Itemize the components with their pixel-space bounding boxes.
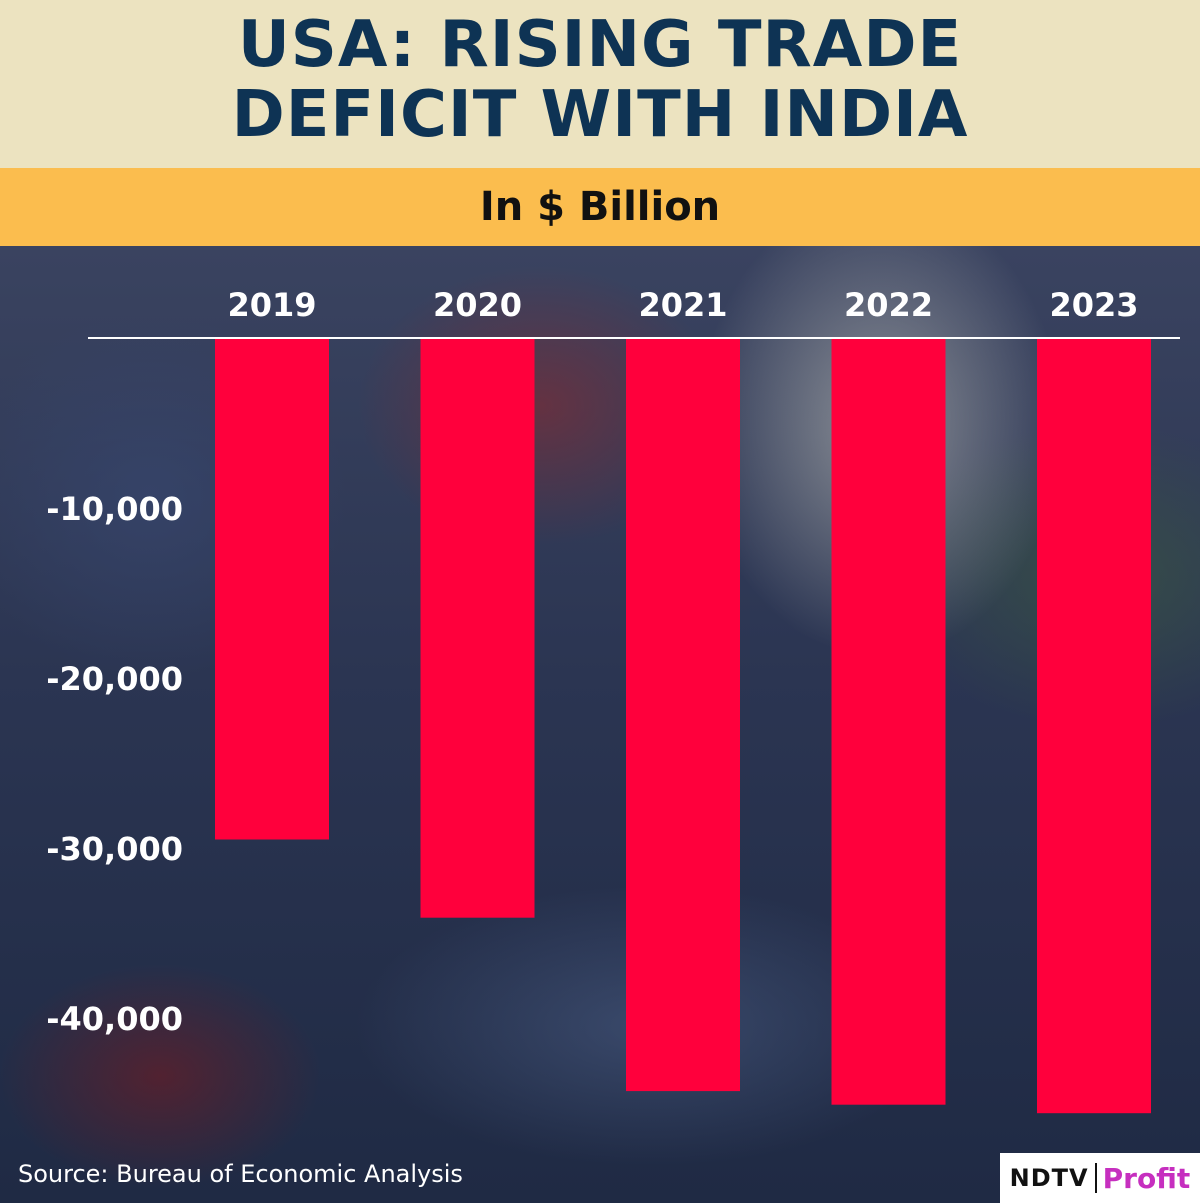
- bar-2023: [1037, 338, 1151, 1114]
- source-note: Source: Bureau of Economic Analysis: [18, 1160, 463, 1188]
- logo-product: Profit: [1102, 1161, 1191, 1195]
- logo-divider: [1094, 1163, 1097, 1193]
- logo-brand: NDTV: [1009, 1164, 1089, 1192]
- bar-2019: [215, 338, 329, 840]
- flag-background-image: [0, 246, 1200, 1203]
- bar-chart: 2019 2020 2021 2022 2023 -10,000 -20,000 -30,00…: [46, 286, 1180, 1114]
- chart-title-line-2: DEFICIT WITH INDIA: [231, 78, 969, 152]
- unit-subtitle: In $ Billion: [0, 168, 1200, 246]
- bar-2021: [626, 338, 740, 1092]
- chart-title-line-1: USA: RISING TRADE: [237, 8, 963, 82]
- ndtv-profit-logo: NDTV Profit: [1000, 1153, 1200, 1203]
- x-tick-label-2020: 2020: [433, 286, 522, 324]
- y-tick-label: -30,000: [46, 830, 183, 868]
- x-tick-label-2019: 2019: [227, 286, 316, 324]
- x-tick-label-2022: 2022: [844, 286, 933, 324]
- y-tick-label: -20,000: [46, 660, 183, 698]
- x-tick-label-2021: 2021: [638, 286, 727, 324]
- bar-2022: [831, 338, 946, 1105]
- y-tick-label: -40,000: [46, 1000, 183, 1038]
- x-tick-label-2023: 2023: [1049, 286, 1138, 324]
- header: USA: RISING TRADE DEFICIT WITH INDIA: [0, 0, 1200, 168]
- bar-2020: [420, 338, 535, 918]
- y-tick-label: -10,000: [46, 490, 183, 528]
